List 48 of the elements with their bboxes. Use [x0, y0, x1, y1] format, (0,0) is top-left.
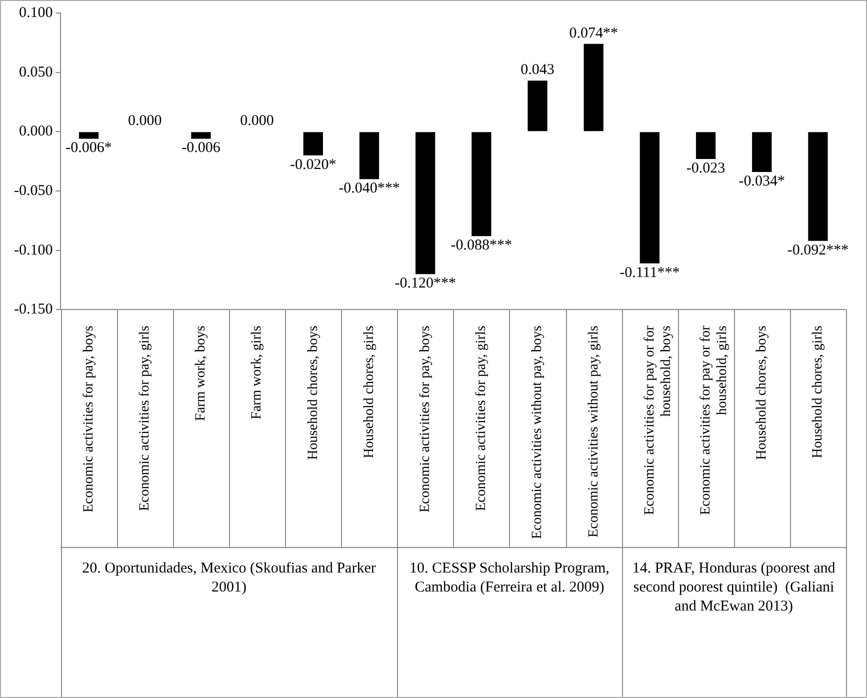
data-label: -0.006	[182, 140, 221, 156]
y-tick-label: 0.000	[18, 124, 53, 140]
y-tick-label: -0.050	[14, 182, 53, 199]
y-tick-label: -0.150	[14, 302, 53, 318]
data-label: -0.023	[686, 160, 726, 176]
x-tick-label: Farm work, girls	[250, 326, 265, 420]
data-label: -0.120***	[394, 276, 456, 292]
x-tick-label: Household chores, girls	[362, 326, 377, 458]
x-tick-label: Economic activities without pay, girls	[586, 326, 602, 538]
bar	[303, 132, 323, 156]
bar	[416, 132, 436, 274]
bar	[696, 132, 716, 159]
x-tick-label: Economic activities for pay, boys	[418, 326, 433, 513]
bar	[752, 132, 772, 172]
bar	[528, 80, 548, 132]
x-tick-label: Economic activities for pay or for household, boys	[642, 325, 674, 515]
y-tick-label: -0.100	[14, 242, 53, 258]
x-tick-label: Economic activities for pay, boys	[81, 326, 96, 513]
bar	[472, 132, 492, 236]
data-label: 0.000	[240, 113, 274, 130]
data-label: 0.000	[128, 113, 162, 130]
x-tick-label: Household chores, boys	[754, 326, 770, 460]
x-tick-label: Economic activities without pay, boys	[530, 326, 546, 540]
data-label: -0.088***	[450, 238, 512, 254]
x-tick-label: Economic activities for pay, girls	[138, 326, 153, 511]
data-label: -0.111***	[620, 264, 680, 281]
bar	[808, 132, 828, 241]
data-label: -0.020*	[290, 156, 336, 173]
y-tick-label: 0.050	[18, 64, 53, 80]
data-label: -0.034*	[738, 173, 785, 190]
data-label: -0.040***	[338, 180, 400, 197]
bar	[640, 132, 660, 264]
x-tick-label: Household chores, girls	[810, 326, 826, 458]
data-label: -0.006*	[66, 140, 112, 156]
text: 10. CESSP Scholarship Program, Cambodia (Ferreira et al. 2009)	[410, 560, 610, 596]
text: 14. PRAF, Honduras (poorest and second poorest quintile) (Galiani and McEwan 2013)	[632, 560, 836, 614]
bar	[584, 44, 604, 132]
y-tick-label: 0.100	[18, 4, 53, 21]
data-label: 0.074**	[569, 25, 618, 42]
bar	[359, 132, 380, 180]
x-tick-label: Household chores, boys	[306, 326, 321, 460]
data-label: 0.043	[520, 62, 554, 78]
bar	[78, 132, 99, 139]
x-tick-label: Farm work, boys	[194, 326, 209, 421]
bar	[191, 132, 211, 139]
data-label: -0.092***	[787, 242, 849, 258]
text: 20. Oportunidades, Mexico (Skoufias and Parker 2001)	[82, 560, 376, 596]
x-tick-label: Economic activities for pay, girls	[474, 326, 490, 511]
